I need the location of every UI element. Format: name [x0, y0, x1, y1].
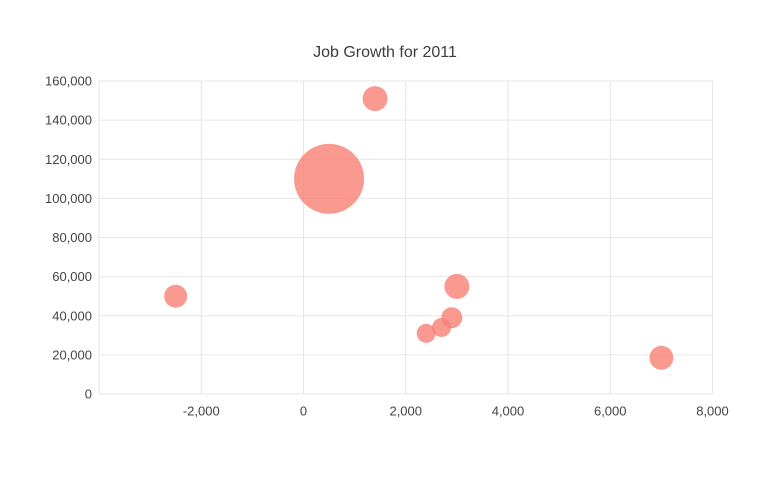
y-axis-tick-label: 160,000 — [45, 74, 92, 89]
x-axis-tick-label: 0 — [300, 404, 307, 419]
chart-title: Job Growth for 2011 — [313, 44, 457, 61]
bubble[interactable] — [294, 143, 365, 214]
x-axis-tick-label: 8,000 — [696, 404, 729, 419]
y-axis-tick-label: 100,000 — [45, 191, 92, 206]
y-axis-tick-label: 120,000 — [45, 152, 92, 167]
x-axis-tick-label: 6,000 — [594, 404, 627, 419]
bubble[interactable] — [416, 323, 436, 343]
x-axis-tick-label: -2,000 — [183, 404, 220, 419]
y-axis-tick-label: 80,000 — [52, 230, 92, 245]
y-axis-tick-label: 140,000 — [45, 113, 92, 128]
bubble[interactable] — [164, 284, 188, 308]
y-axis-tick-label: 20,000 — [52, 347, 92, 362]
bubble[interactable] — [362, 86, 388, 112]
y-axis-tick-label: 0 — [85, 387, 92, 402]
x-axis-tick-label: 2,000 — [389, 404, 422, 419]
bubble[interactable] — [649, 345, 674, 370]
bubble[interactable] — [444, 273, 470, 299]
y-axis-tick-label: 60,000 — [52, 269, 92, 284]
y-axis-tick-label: 40,000 — [52, 308, 92, 323]
bubble[interactable] — [432, 317, 452, 337]
x-axis-tick-label: 4,000 — [492, 404, 525, 419]
